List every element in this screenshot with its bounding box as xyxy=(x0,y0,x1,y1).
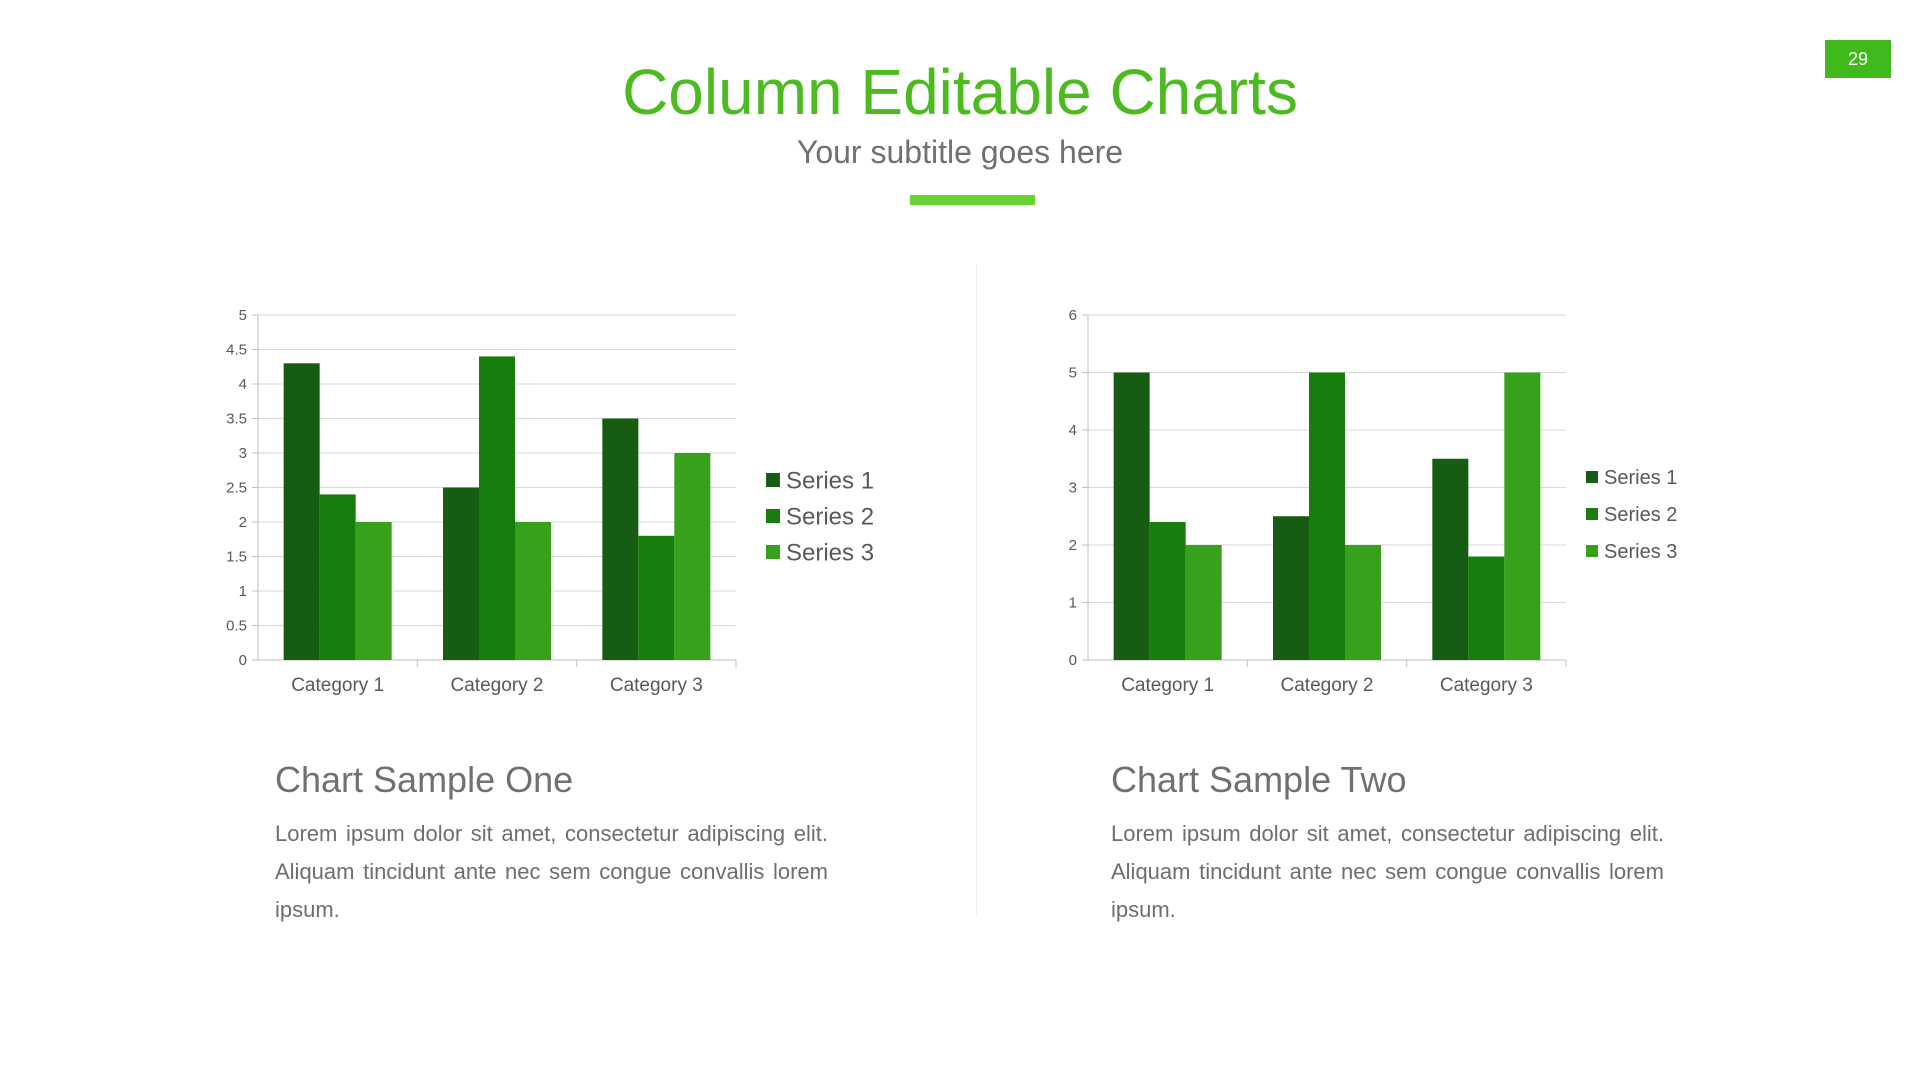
legend-swatch xyxy=(1586,471,1598,483)
legend-label: Series 2 xyxy=(1604,504,1677,526)
y-tick-label: 3 xyxy=(1069,480,1077,497)
bar xyxy=(1504,372,1541,660)
legend-label: Series 2 xyxy=(786,504,874,531)
y-tick-label: 5 xyxy=(1069,365,1077,382)
bar xyxy=(1432,458,1469,660)
legend-label: Series 3 xyxy=(1604,541,1677,563)
y-tick-label: 3.5 xyxy=(226,411,247,428)
bar xyxy=(1309,372,1345,660)
bar xyxy=(1273,516,1309,660)
y-tick-label: 4.5 xyxy=(226,342,247,359)
bar xyxy=(355,522,392,660)
bar xyxy=(1345,545,1381,660)
y-tick-label: 2.5 xyxy=(226,480,247,497)
legend-label: Series 1 xyxy=(1604,467,1677,489)
y-tick-label: 6 xyxy=(1069,307,1077,324)
x-tick-label: Category 3 xyxy=(610,675,703,696)
legend-label: Series 3 xyxy=(786,540,874,567)
y-tick-label: 4 xyxy=(239,376,247,393)
y-tick-label: 1 xyxy=(1069,595,1077,612)
bar xyxy=(1149,522,1186,660)
x-tick-label: Category 1 xyxy=(1121,675,1214,696)
page-title: Column Editable Charts xyxy=(622,56,1298,128)
y-tick-label: 2 xyxy=(239,514,247,531)
chart-one-description: Lorem ipsum dolor sit amet, consectetur … xyxy=(275,821,828,922)
bar xyxy=(674,453,711,660)
bar xyxy=(602,418,639,660)
section-divider xyxy=(976,265,977,915)
y-tick-label: 4 xyxy=(1069,422,1077,439)
legend-label: Series 1 xyxy=(786,468,874,495)
legend-swatch xyxy=(1586,545,1598,557)
y-tick-label: 0.5 xyxy=(226,618,247,635)
legend-swatch xyxy=(1586,508,1598,520)
bar xyxy=(638,535,675,660)
x-tick-label: Category 2 xyxy=(451,675,544,696)
chart-two-description: Lorem ipsum dolor sit amet, consectetur … xyxy=(1111,821,1664,922)
y-tick-label: 1 xyxy=(239,583,247,600)
legend-swatch xyxy=(766,473,780,487)
chart-two-heading: Chart Sample Two xyxy=(1111,759,1407,800)
y-tick-label: 0 xyxy=(1069,652,1077,669)
chart-sample-two: 0 1 2 3 4 5 6 Category 1 Category 2 Category 3 Ser… xyxy=(1069,307,1678,696)
y-tick-label: 5 xyxy=(239,307,247,324)
legend-swatch xyxy=(766,509,780,523)
chart-sample-one: 0 0.5 1 1.5 2 2.5 3 3.5 4 4.5 5 Category 1 Category … xyxy=(226,307,874,696)
y-tick-label: 0 xyxy=(239,652,247,669)
bar xyxy=(479,356,515,660)
x-tick-label: Category 1 xyxy=(291,675,384,696)
page-number-badge: 29 xyxy=(1825,40,1891,78)
x-tick-label: Category 2 xyxy=(1281,675,1374,696)
page-subtitle: Your subtitle goes here xyxy=(796,134,1124,170)
y-tick-label: 1.5 xyxy=(226,549,247,566)
bar xyxy=(1113,372,1150,660)
bar xyxy=(1468,556,1505,660)
chart-one-heading: Chart Sample One xyxy=(275,759,574,800)
y-tick-label: 3 xyxy=(239,445,247,462)
bar xyxy=(443,487,479,660)
title-accent-bar xyxy=(910,195,1035,205)
bar xyxy=(319,494,356,660)
bar xyxy=(283,363,320,660)
bar xyxy=(515,522,551,660)
legend-swatch xyxy=(766,545,780,559)
y-tick-label: 2 xyxy=(1069,537,1077,554)
x-tick-label: Category 3 xyxy=(1440,675,1533,696)
bar xyxy=(1185,545,1222,660)
